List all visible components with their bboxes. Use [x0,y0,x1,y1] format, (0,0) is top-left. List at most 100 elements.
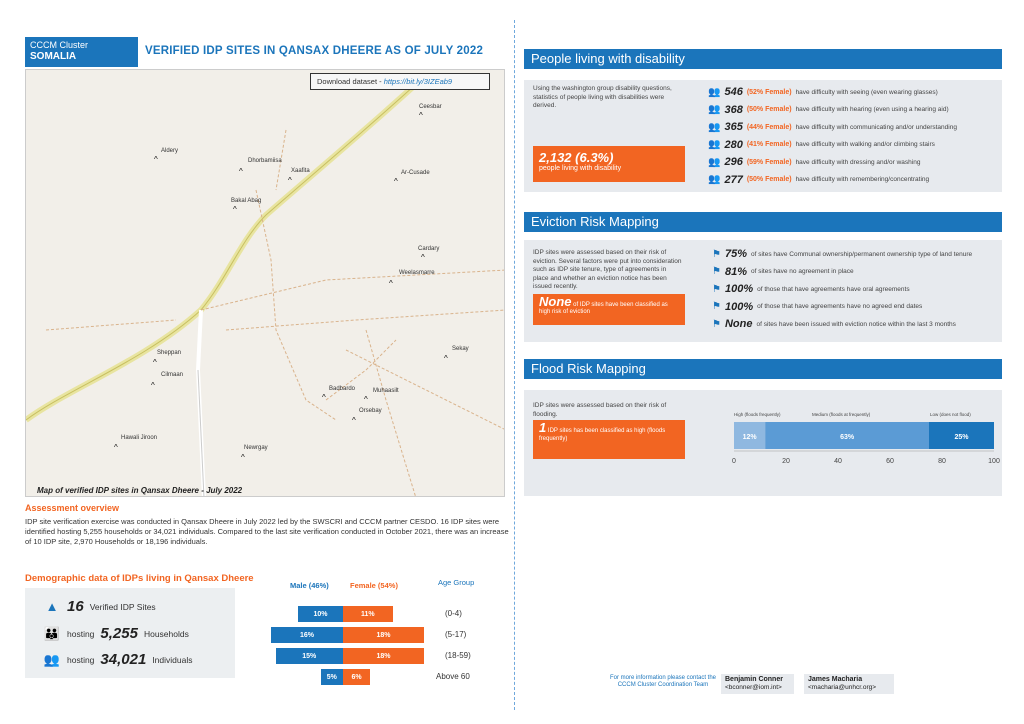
site-marker-icon: ^ [419,111,423,120]
disability-description: have difficulty with remembering/concent… [795,176,930,183]
disability-item: 👥 296 (59% Female) have difficulty with dre… [708,156,920,168]
households-row: 👪 hosting 5,255 Households [43,625,189,642]
camp-icon: ▲ [45,599,59,614]
contact-1: Benjamin Conner <bconner@iom.int> [721,674,794,694]
disability-heading: People living with disability [524,49,1002,69]
eviction-icon: ⚑ [712,283,721,295]
eviction-item: ⚑ 100% of those that have agreements have … [712,283,910,295]
flood-box-text: IDP sites has been classified as high (f… [539,428,666,442]
site-marker-icon: ^ [389,279,393,288]
flood-bar-label: 25% [954,434,969,441]
column-divider [514,20,515,710]
disability-total-label: people living with disability [539,165,622,172]
demographic-heading: Demographic data of IDPs living in Qansa… [25,573,254,584]
footer-info: For more information please contact the … [609,675,717,688]
flood-box: 1 IDP sites has been classified as high … [533,420,685,459]
site-map: Ceesbar ^ Aldery ^ Dhorbamiisa ^ Xaafita… [25,69,505,497]
eviction-value: 75% [724,248,747,260]
disability-description: have difficulty with walking and/or clim… [795,141,935,148]
disability-female-pct: (50% Female) [746,106,792,113]
site-label: Ar-Cusade [401,170,430,176]
disability-item: 👥 365 (44% Female) have difficulty with com… [708,121,957,133]
site-label: Cardary [418,246,440,252]
male-bar: 16% [271,627,343,643]
eviction-heading: Eviction Risk Mapping [524,212,1002,232]
contact-1-email[interactable]: <bconner@iom.int> [725,684,782,691]
logo-line1: CCCM Cluster [30,40,89,50]
site-label: Sheppan [157,350,182,356]
disability-female-pct: (50% Female) [746,176,792,183]
female-header: Female (54%) [350,581,398,590]
flood-tick-label: 100 [988,458,1000,465]
site-label: Ceesbar [419,104,442,110]
female-bar: 18% [343,627,424,643]
flood-bar-label: 12% [743,434,758,441]
assessment-heading: Assessment overview [25,503,120,513]
male-bar: 10% [298,606,343,622]
eviction-icon: ⚑ [712,248,721,260]
download-label: Download dataset - [317,77,384,86]
age-group-label: Above 60 [436,672,470,681]
disability-count: 296 [724,156,743,168]
site-label: Newrgay [244,445,268,451]
eviction-description: of sites have been issued with eviction … [756,320,956,328]
individuals-label: Individuals [152,654,193,665]
individuals-value: 34,021 [100,651,147,668]
sites-value: 16 [67,598,84,615]
sites-label: Verified IDP Sites [89,601,156,612]
female-bar: 6% [343,669,370,685]
download-link[interactable]: https://bit.ly/3IZEab9 [383,77,453,86]
site-marker-icon: ^ [322,393,326,402]
site-label: Muhaasilt [373,388,399,394]
contact-1-name: Benjamin Conner [725,676,783,683]
flood-tick-label: 40 [834,458,842,465]
disability-description: have difficulty with hearing (even using… [795,106,949,113]
female-bar: 11% [343,606,393,622]
eviction-description: of sites have Communal ownership/permane… [751,250,973,258]
flood-bar-segment [929,422,994,449]
site-label: Hawali Jiroon [121,435,158,441]
site-label: Aldery [161,148,179,154]
people-icon: 👥 [708,156,721,168]
flood-bar-segment [765,422,929,449]
people-icon: 👥 [708,86,721,98]
people-icon: 👥 [708,121,721,133]
eviction-item: ⚑ 75% of sites have Communal ownership/per… [712,248,972,260]
site-marker-icon: ^ [154,155,158,164]
cccm-logo: CCCM Cluster SOMALIA [25,37,138,67]
site-marker-icon: ^ [421,253,425,262]
download-dataset-box[interactable]: Download dataset - https://bit.ly/3IZEab… [310,73,490,90]
contact-2-name: James Macharia [808,676,863,683]
flood-bar-label: 63% [840,434,855,441]
contact-2-email[interactable]: <macharia@unhcr.org> [808,684,877,691]
disability-total: 2,132 (6.3%) [539,150,614,165]
individuals-prefix: hosting [67,654,95,665]
male-header: Male (46%) [290,581,329,590]
households-label: Households [143,628,189,639]
age-group-label: (0-4) [445,609,462,618]
disability-item: 👥 277 (50% Female) have difficulty with rem… [708,174,929,186]
site-label: Cilmaan [161,372,184,378]
site-marker-icon: ^ [153,358,157,367]
disability-female-pct: (44% Female) [746,123,792,131]
site-marker-icon: ^ [241,453,245,462]
flood-box-value: 1 [539,420,547,435]
site-label: Weelasmarre [399,270,435,276]
disability-item: 👥 368 (50% Female) have difficulty with hea… [708,104,949,116]
logo-line2: SOMALIA [30,51,77,62]
site-marker-icon: ^ [288,176,292,185]
flood-chart: 12% High (floods frequently) 63% Medium (fl… [732,412,1000,465]
disability-female-pct: (41% Female) [746,141,792,148]
flood-bar-segment [734,422,766,449]
flood-heading: Flood Risk Mapping [524,359,1002,379]
eviction-panel [524,240,1002,342]
disability-count: 277 [724,173,743,186]
individuals-row: 👥 hosting 34,021 Individuals [43,651,193,668]
flood-tick-label: 80 [938,458,946,465]
eviction-icon: ⚑ [712,301,721,312]
people-icon: 👥 [708,139,721,150]
site-marker-icon: ^ [394,177,398,186]
site-marker-icon: ^ [151,381,155,390]
site-label: Sekay [452,346,469,352]
family-icon: 👪 [43,625,61,641]
